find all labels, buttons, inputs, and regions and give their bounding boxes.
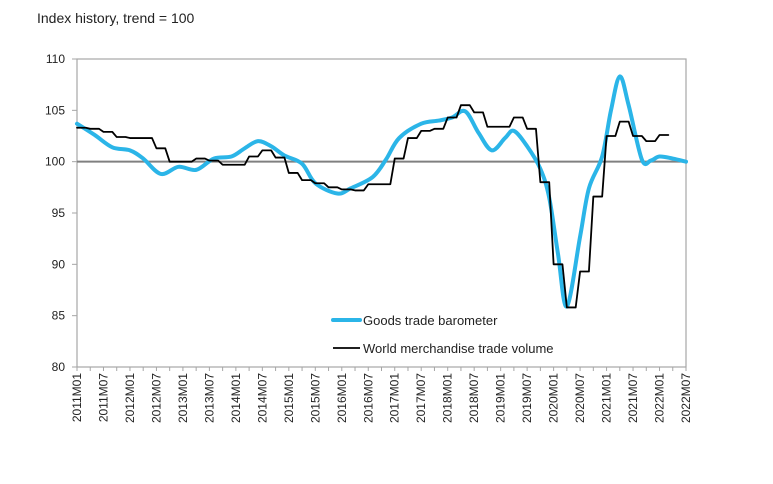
x-tick-label: 2019M07 <box>520 373 534 423</box>
x-tick-label: 2013M07 <box>202 373 216 423</box>
x-tick-label: 2013M01 <box>176 373 190 423</box>
chart-title: Index history, trend = 100 <box>37 10 195 26</box>
x-tick-label: 2011M07 <box>96 373 110 422</box>
x-tick-label: 2018M07 <box>467 373 481 423</box>
x-tick-label: 2021M01 <box>600 373 614 423</box>
x-tick-label: 2017M07 <box>414 373 428 423</box>
x-axis: 2011M01 2011M07 2012M01 2012M07 2013M01 2013M… <box>70 367 693 423</box>
y-tick-label: 95 <box>52 206 66 220</box>
x-tick-label: 2014M07 <box>255 373 269 423</box>
series-line-goods-trade-barometer <box>75 74 688 309</box>
x-tick-label: 2021M07 <box>626 373 640 423</box>
series-group <box>75 74 688 309</box>
legend: Goods trade barometer World merchandise … <box>331 313 554 356</box>
y-tick-label: 100 <box>45 155 65 169</box>
x-tick-label: 2014M01 <box>229 373 243 423</box>
x-tick-label: 2016M01 <box>335 373 349 423</box>
y-tick-label: 105 <box>45 103 65 117</box>
x-tick-label: 2015M07 <box>308 373 322 423</box>
x-tick-label: 2012M01 <box>123 373 137 423</box>
x-tick-label: 2020M01 <box>547 373 561 423</box>
series-line-world-merchandise-trade-volume <box>76 104 670 309</box>
legend-label-world-merchandise-trade-volume: World merchandise trade volume <box>363 341 554 356</box>
x-tick-label: 2022M01 <box>653 373 667 423</box>
x-tick-label: 2018M01 <box>441 373 455 423</box>
y-tick-label: 90 <box>52 257 66 271</box>
x-tick-label: 2011M01 <box>70 373 84 422</box>
legend-label-goods-trade-barometer: Goods trade barometer <box>363 313 498 328</box>
x-tick-label: 2017M01 <box>388 373 402 423</box>
x-tick-label: 2019M01 <box>494 373 508 423</box>
y-tick-label: 80 <box>52 360 66 374</box>
y-tick-label: 85 <box>52 309 66 323</box>
x-tick-label: 2020M07 <box>573 373 587 423</box>
x-tick-label: 2016M07 <box>361 373 375 423</box>
y-tick-label: 110 <box>46 52 65 66</box>
x-tick-label: 2012M07 <box>149 373 163 423</box>
x-tick-label: 2022M07 <box>679 373 693 423</box>
plot-frame <box>76 58 687 368</box>
y-axis: 80 85 90 95 100 105 110 <box>45 52 77 374</box>
x-tick-label: 2015M01 <box>282 373 296 423</box>
